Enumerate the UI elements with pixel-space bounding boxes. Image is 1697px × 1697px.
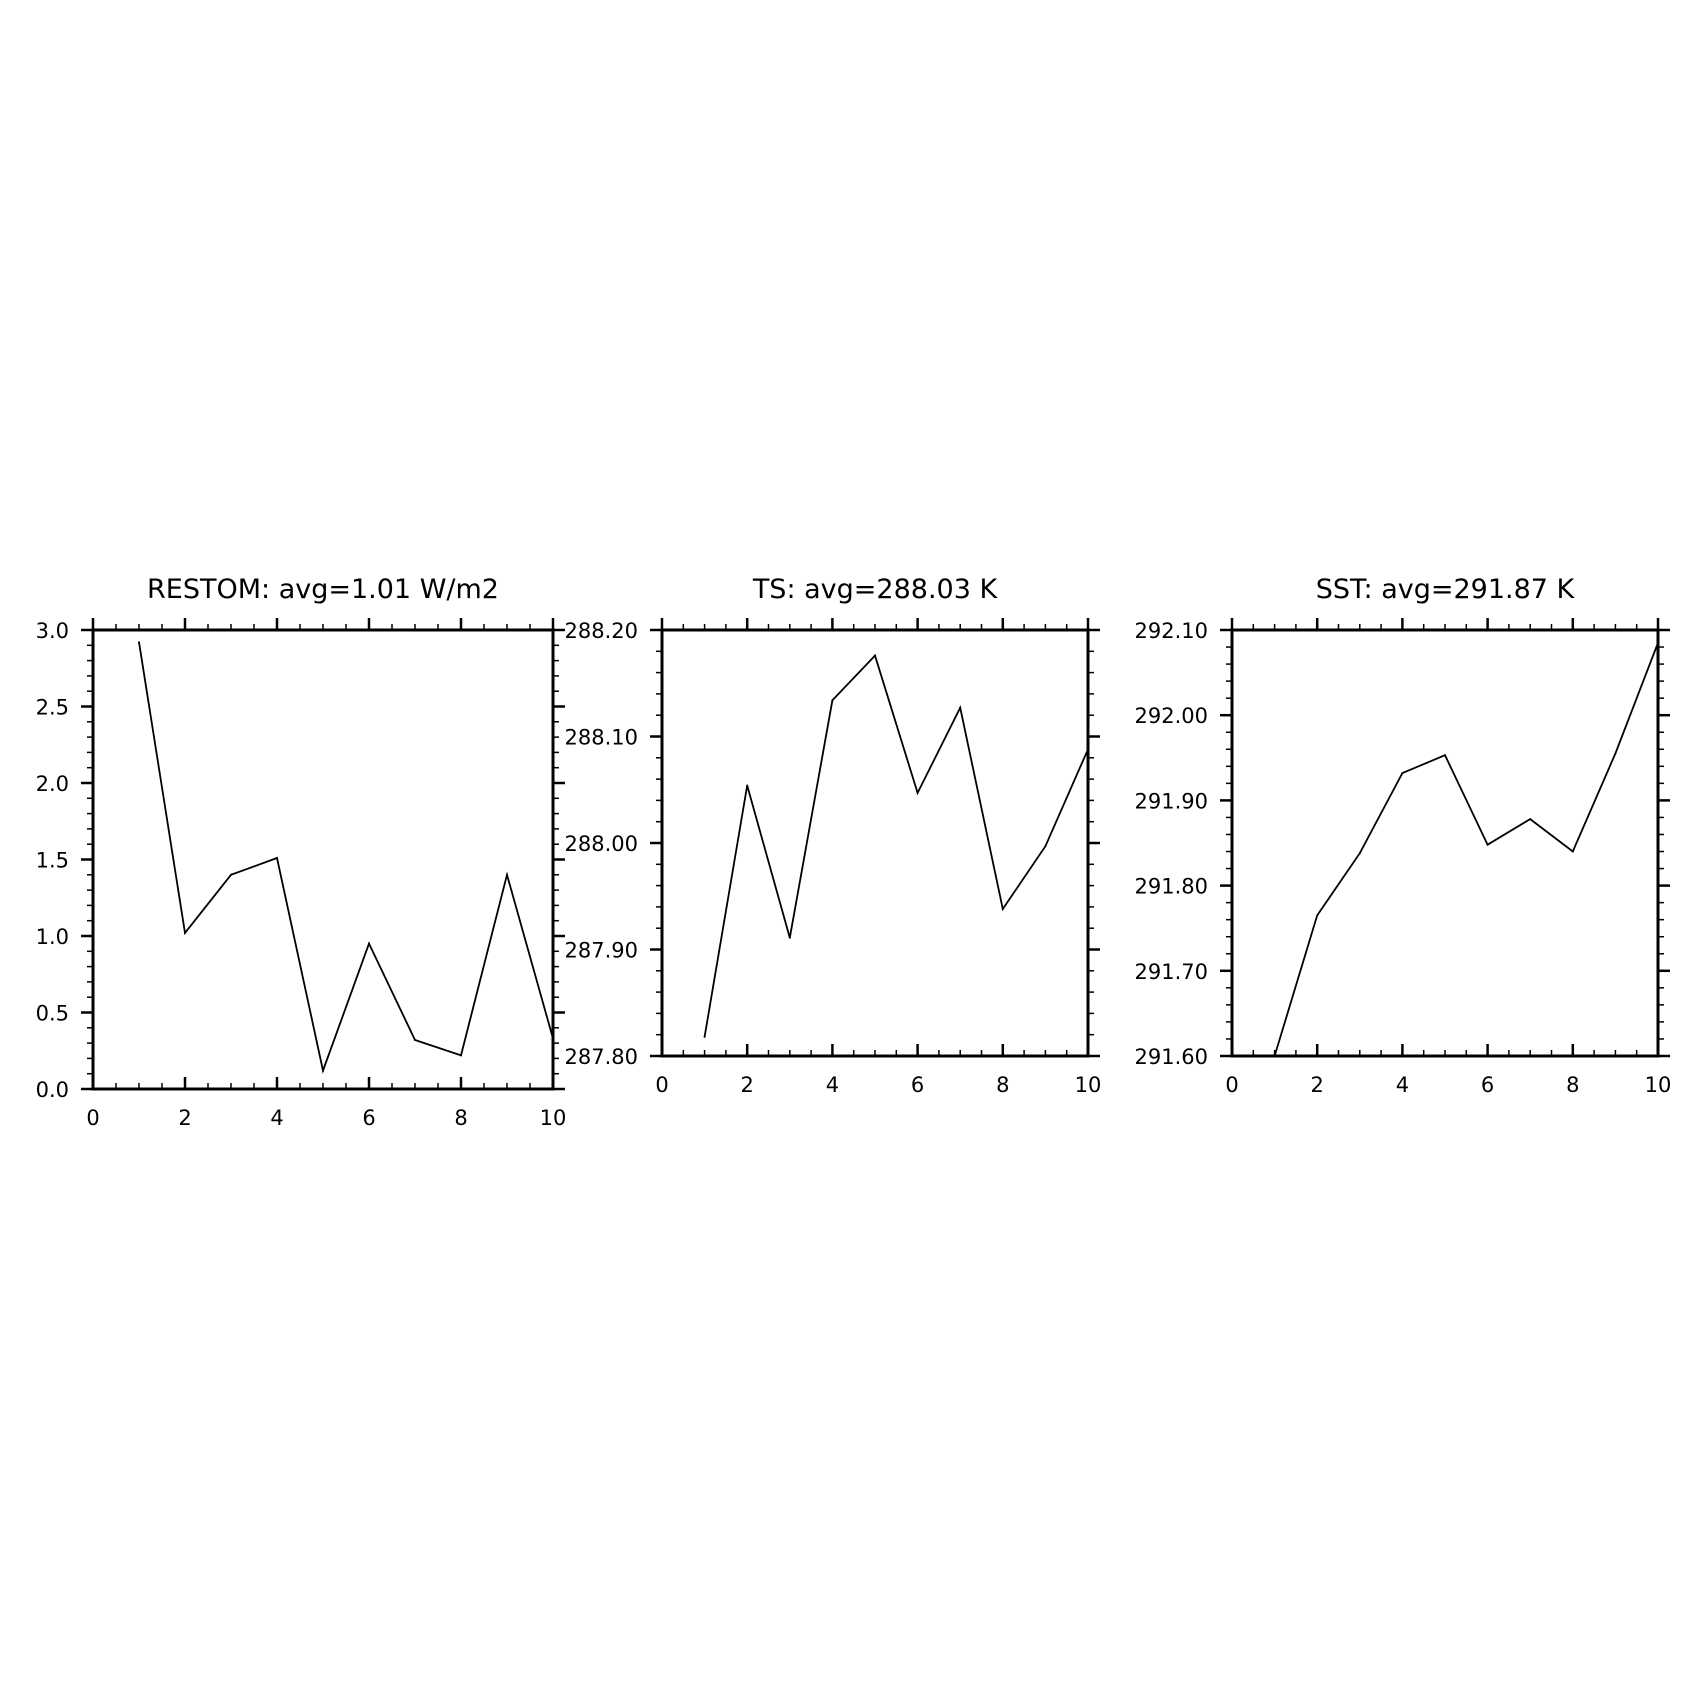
x-tick-label: 0 xyxy=(86,1106,99,1130)
data-point xyxy=(414,1039,416,1042)
data-point xyxy=(1571,850,1574,853)
y-tick-label: 288.10 xyxy=(565,726,638,750)
data-point xyxy=(1316,914,1319,917)
y-tick-label: 292.00 xyxy=(1135,704,1208,728)
data-point xyxy=(368,942,370,945)
data-point xyxy=(230,873,232,876)
x-tick-label: 10 xyxy=(1075,1073,1102,1097)
y-tick-label: 291.70 xyxy=(1135,960,1208,984)
x-tick-label: 10 xyxy=(1645,1073,1672,1097)
y-tick-label: 1.0 xyxy=(36,925,69,949)
data-point xyxy=(1273,1055,1276,1057)
y-tick-label: 291.90 xyxy=(1135,789,1208,813)
x-tick-label: 2 xyxy=(1311,1073,1324,1097)
x-tick-label: 0 xyxy=(1225,1073,1238,1097)
x-tick-label: 8 xyxy=(454,1106,467,1130)
data-point xyxy=(1529,818,1532,821)
data-point xyxy=(874,654,876,657)
y-tick-label: 288.00 xyxy=(565,832,638,856)
plot-frame xyxy=(660,628,1090,1058)
x-tick-label: 6 xyxy=(1481,1073,1494,1097)
series-line xyxy=(1273,642,1659,1057)
chart-title: TS: avg=288.03 K xyxy=(752,574,999,605)
data-point xyxy=(746,784,749,787)
x-tick-label: 10 xyxy=(540,1106,567,1130)
x-tick-label: 6 xyxy=(911,1073,924,1097)
plot-frame xyxy=(1230,628,1660,1058)
restom-panel: RESTOM: avg=1.01 W/m2 0 2 4 6 8 10 0.0 0.5 1.0 1.5… xyxy=(36,574,567,1130)
data-point xyxy=(1444,754,1446,757)
x-tick-label: 4 xyxy=(1396,1073,1409,1097)
x-tick-label: 2 xyxy=(741,1073,754,1097)
data-point xyxy=(138,641,140,644)
x-tick-label: 6 xyxy=(362,1106,375,1130)
y-tick-label: 0.0 xyxy=(36,1078,69,1102)
x-tick-label: 2 xyxy=(178,1106,191,1130)
y-tick-label: 287.90 xyxy=(565,939,638,963)
x-tick-label: 4 xyxy=(826,1073,839,1097)
data-point xyxy=(1087,748,1089,751)
data-point xyxy=(1044,845,1047,848)
x-tick-label: 4 xyxy=(270,1106,283,1130)
data-point xyxy=(552,1037,554,1040)
data-point xyxy=(276,856,278,859)
x-tick-label: 8 xyxy=(1566,1073,1579,1097)
x-tick-label: 8 xyxy=(996,1073,1009,1097)
data-point xyxy=(506,873,508,876)
y-tick-label: 291.80 xyxy=(1135,875,1208,899)
data-point xyxy=(184,931,186,934)
y-tick-label: 287.80 xyxy=(565,1045,638,1069)
series-line xyxy=(138,642,554,1074)
sst-panel: SST: avg=291.87 K 0 2 4 6 8 10 291.60 291.70 291.… xyxy=(1135,574,1672,1097)
data-point xyxy=(1001,908,1004,911)
data-point xyxy=(703,1035,706,1038)
data-point xyxy=(1401,772,1404,775)
ts-panel: TS: avg=288.03 K 0 2 4 6 8 10 287.80 287.90 288.0… xyxy=(565,574,1102,1097)
y-tick-label: 3.0 xyxy=(36,619,69,643)
chart-title: SST: avg=291.87 K xyxy=(1316,574,1576,605)
data-point xyxy=(1486,843,1489,846)
data-point xyxy=(1657,641,1659,644)
data-point xyxy=(1358,852,1361,855)
y-tick-label: 2.0 xyxy=(36,772,69,796)
y-tick-label: 0.5 xyxy=(36,1002,69,1026)
y-tick-label: 1.5 xyxy=(36,849,69,873)
y-tick-label: 2.5 xyxy=(36,696,69,720)
y-tick-label: 288.20 xyxy=(565,619,638,643)
x-tick-label: 0 xyxy=(655,1073,668,1097)
data-point xyxy=(788,936,791,939)
y-tick-label: 291.60 xyxy=(1135,1045,1208,1069)
data-point xyxy=(460,1054,462,1057)
data-point xyxy=(916,791,919,794)
data-point xyxy=(1614,752,1617,755)
y-tick-label: 292.10 xyxy=(1135,619,1208,643)
plot-frame xyxy=(91,628,555,1091)
data-point xyxy=(322,1069,324,1072)
series-line xyxy=(703,653,1089,1037)
data-point xyxy=(959,706,962,709)
data-point xyxy=(831,699,834,702)
chart-title: RESTOM: avg=1.01 W/m2 xyxy=(147,574,499,605)
